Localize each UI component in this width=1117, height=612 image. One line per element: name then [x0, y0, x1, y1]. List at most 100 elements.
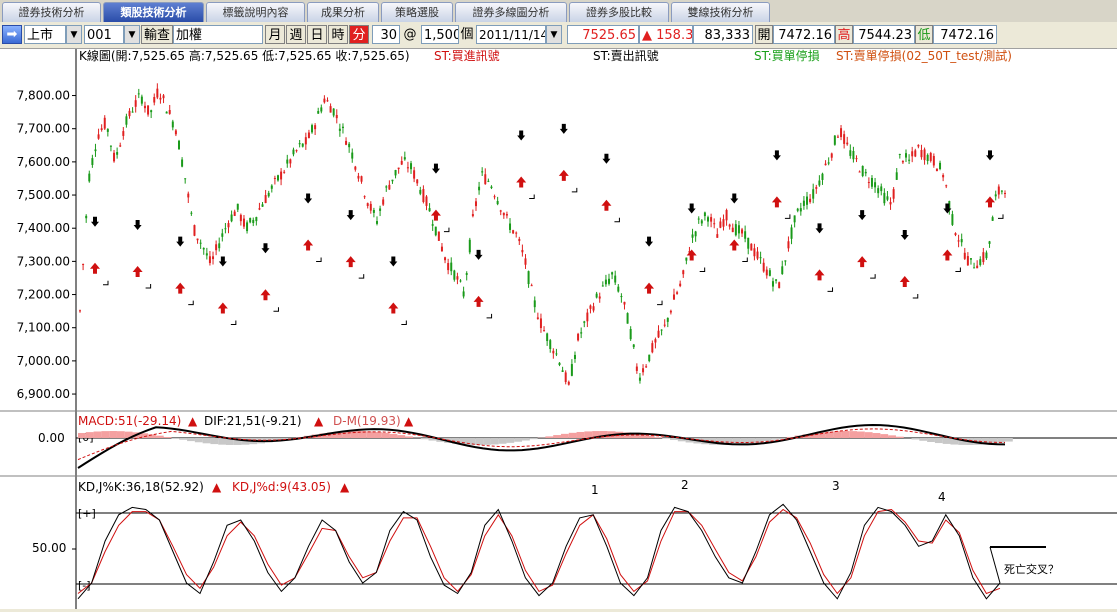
tab-tag-description[interactable]: 標籤說明內容	[206, 2, 305, 22]
buy-signal-icon	[687, 249, 697, 260]
candle-body	[506, 214, 508, 216]
candle-body	[88, 174, 90, 182]
candle-body	[821, 174, 823, 180]
candle-body	[144, 106, 146, 108]
candle-body	[914, 150, 916, 156]
candle-body	[852, 151, 854, 159]
sell-signal-icon	[347, 210, 355, 220]
week-button[interactable]: 週	[286, 25, 306, 44]
candle-body	[299, 143, 301, 144]
candle-body	[778, 282, 780, 288]
candle-body	[837, 137, 839, 138]
candle-body	[234, 212, 236, 216]
candle-body	[806, 197, 808, 205]
candle-body	[812, 189, 814, 198]
candle-body	[617, 287, 619, 292]
month-button[interactable]: 月	[265, 25, 285, 44]
legend-sell-signal: ST:賣出訊號	[593, 49, 659, 63]
candle-body	[101, 128, 103, 130]
candle-body	[633, 345, 635, 348]
candle-body	[512, 230, 514, 233]
tab-securities-technical[interactable]: 證券技術分析	[2, 2, 101, 22]
chart-svg[interactable]: K線圖(開:7,525.65 高:7,525.65 低:7,525.65 收:7…	[0, 49, 1117, 609]
candle-body	[475, 201, 477, 206]
candle-body	[441, 247, 443, 251]
candle-body	[614, 276, 616, 283]
tab-dual-line-technical[interactable]: 雙線技術分析	[671, 2, 770, 22]
candle-body	[543, 330, 545, 331]
market-select[interactable]: 上市	[24, 25, 66, 44]
candle-body	[794, 215, 796, 222]
candle-body	[998, 187, 1000, 195]
chart-area[interactable]: K線圖(開:7,525.65 高:7,525.65 低:7,525.65 收:7…	[0, 49, 1117, 609]
macd-histogram-bar	[545, 436, 553, 438]
candle-body	[589, 306, 591, 309]
macd-histogram-bar	[841, 431, 849, 438]
candle-body	[110, 146, 112, 147]
macd-histogram-bar	[94, 431, 102, 438]
candle-body	[704, 212, 706, 216]
candle-body	[407, 167, 409, 168]
date-input[interactable]: 2011/11/14	[476, 25, 546, 44]
tab-strategy-picker[interactable]: 策略選股	[381, 2, 453, 22]
candle-body	[79, 310, 81, 311]
candle-body	[305, 137, 307, 144]
macd-histogram-bar	[195, 438, 203, 442]
market-dropdown-icon[interactable]: ▼	[66, 25, 82, 44]
code-input[interactable]: 001	[84, 25, 124, 44]
tab-sector-technical[interactable]: 類股技術分析	[103, 2, 204, 22]
count-input[interactable]: 1,500	[421, 25, 459, 44]
candle-body	[874, 182, 876, 187]
macd-histogram-bar	[499, 438, 507, 444]
candle-body	[453, 271, 455, 280]
candle-body	[658, 331, 660, 338]
candle-body	[395, 170, 397, 175]
tab-multi-line-analysis[interactable]: 證券多線圖分析	[455, 2, 567, 22]
query-button[interactable]: 輸查	[141, 25, 173, 44]
volume-field: 83,333	[693, 25, 753, 44]
tab-multi-stock-compare[interactable]: 證券多股比較	[569, 2, 669, 22]
peak-label-3: 3	[832, 479, 840, 493]
macd-zero-tick: 0.00	[38, 431, 65, 445]
y-tick-label: 6,900.00	[17, 387, 70, 401]
sell-signal-icon	[602, 154, 610, 164]
kd-series	[78, 504, 1000, 599]
period-input[interactable]: 30	[372, 25, 400, 44]
day-button[interactable]: 日	[307, 25, 327, 44]
candle-body	[667, 318, 669, 322]
candle-body	[122, 131, 124, 136]
buy-signal-icon	[985, 196, 995, 207]
macd-histogram-bar	[880, 434, 888, 438]
peak-label-4: 4	[938, 490, 946, 504]
hour-button[interactable]: 時	[328, 25, 348, 44]
high-label: 高	[835, 25, 853, 44]
candle-body	[364, 196, 366, 197]
tab-results-analysis[interactable]: 成果分析	[307, 2, 379, 22]
candle-body	[460, 280, 462, 281]
candle-body	[862, 166, 864, 176]
candle-body	[104, 118, 106, 129]
candle-body	[871, 178, 873, 187]
candle-body	[203, 248, 205, 249]
candle-body	[231, 215, 233, 222]
macd-histogram-bar	[109, 431, 117, 438]
candle-body	[951, 214, 953, 225]
stop-mark-icon	[487, 314, 492, 318]
candle-body	[237, 204, 239, 210]
macd-histogram-bar	[366, 431, 374, 438]
candle-body	[763, 263, 765, 272]
candle-body	[382, 199, 384, 204]
date-dropdown-icon[interactable]: ▼	[546, 25, 562, 44]
candle-body	[552, 351, 554, 354]
candle-body	[141, 97, 143, 104]
candle-body	[583, 321, 585, 322]
candle-body	[571, 364, 573, 376]
candle-body	[661, 330, 663, 331]
candle-body	[784, 260, 786, 261]
go-arrow-icon[interactable]: ➡	[2, 25, 22, 44]
stop-mark-icon	[998, 214, 1003, 218]
code-dropdown-icon[interactable]: ▼	[124, 25, 140, 44]
stop-mark-icon	[870, 274, 875, 278]
macd-histogram-bar	[187, 438, 195, 441]
minute-button[interactable]: 分	[349, 25, 369, 44]
